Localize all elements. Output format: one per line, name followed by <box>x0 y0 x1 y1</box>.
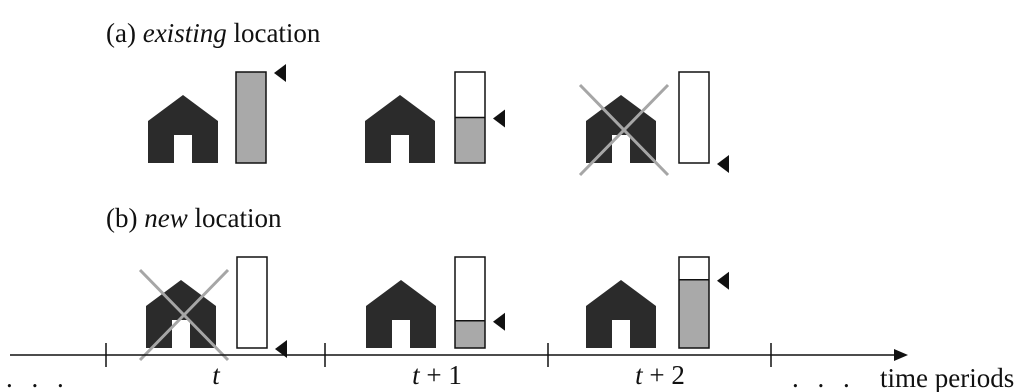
bar-fill <box>236 72 266 163</box>
level-marker-icon <box>493 109 505 128</box>
bar-fill <box>679 279 709 348</box>
row-b-period-3 <box>586 256 729 349</box>
cross-line-icon <box>138 268 230 362</box>
bar-fill <box>455 117 485 163</box>
house-icon <box>366 280 436 348</box>
row-a-title: (a) existing location <box>106 18 321 48</box>
timeline-label-t: t <box>212 360 221 390</box>
storage-bar <box>678 71 710 164</box>
row-b-period-1 <box>138 256 287 362</box>
row-a-period-1 <box>148 64 286 164</box>
timeline-axis-label: time periods <box>880 363 1014 392</box>
house-icon <box>586 280 656 348</box>
cross-line-icon <box>578 83 670 177</box>
level-marker-icon <box>717 271 729 290</box>
row-b-period-2 <box>366 256 505 349</box>
timeline: . . . t t + 1 t + 2 . . . time periods <box>6 343 1014 392</box>
timeline-label-t-plus-2: t + 2 <box>635 360 685 390</box>
level-marker-icon <box>717 155 729 173</box>
level-marker-icon <box>274 64 286 82</box>
timeline-arrowhead <box>894 349 908 361</box>
house-icon <box>148 95 218 163</box>
row-a-period-2 <box>365 71 505 164</box>
level-marker-icon <box>493 312 505 331</box>
storage-bar <box>678 256 710 349</box>
timeline-label-t-plus-1: t + 1 <box>412 360 462 390</box>
timeline-left-dots: . . . <box>6 363 70 392</box>
house-icon <box>365 95 435 163</box>
level-marker-icon <box>275 340 287 358</box>
storage-bar <box>236 256 268 349</box>
storage-bar <box>235 71 267 164</box>
timeline-right-dots: . . . <box>792 363 856 392</box>
row-b-title: (b) new location <box>106 203 282 233</box>
bar-fill <box>455 320 485 348</box>
storage-bar <box>454 256 486 349</box>
row-a-period-3 <box>578 71 729 177</box>
